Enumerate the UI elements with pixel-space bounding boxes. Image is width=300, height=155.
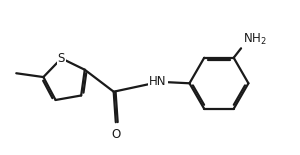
Text: S: S bbox=[58, 52, 65, 65]
Text: O: O bbox=[111, 128, 120, 141]
Text: NH$_2$: NH$_2$ bbox=[243, 32, 267, 47]
Text: HN: HN bbox=[149, 75, 166, 88]
